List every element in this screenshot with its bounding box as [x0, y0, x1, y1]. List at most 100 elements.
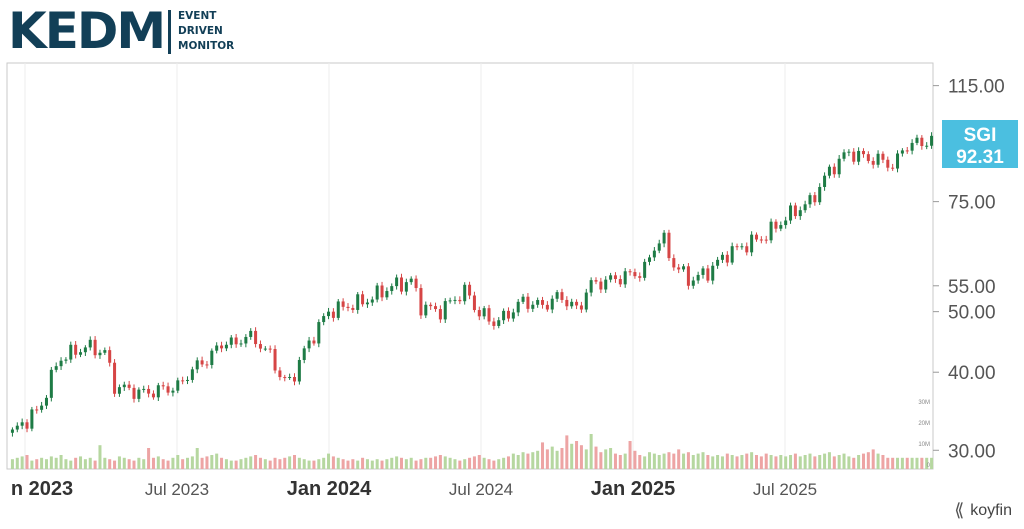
volume-bar: [789, 455, 793, 469]
candle-body: [667, 232, 671, 259]
candle-body: [900, 150, 904, 154]
volume-axis: 30M 20M 10M 0: [918, 400, 930, 469]
candle-body: [774, 221, 778, 229]
volume-bar: [15, 457, 19, 469]
candle-body: [54, 366, 58, 370]
candle-body: [803, 204, 807, 211]
volume-bar: [317, 459, 321, 469]
volume-bar: [613, 453, 617, 469]
y-tick-label: 75.00: [948, 193, 996, 214]
candle-body: [127, 384, 131, 388]
volume-bar: [579, 445, 583, 469]
volume-bar: [691, 455, 695, 469]
volume-bar: [215, 453, 219, 469]
candle-body: [531, 304, 535, 309]
volume-bar: [44, 459, 48, 469]
candle-body: [88, 339, 92, 348]
candle-body: [103, 350, 107, 353]
volume-bar: [424, 457, 428, 469]
candle-body: [44, 397, 48, 406]
volume-bar: [132, 460, 136, 469]
volume-bar: [113, 460, 117, 469]
candle-body: [730, 246, 734, 263]
volume-bar: [652, 453, 656, 469]
candle-body: [575, 301, 579, 306]
candle-body: [754, 234, 759, 240]
candle-body: [541, 300, 545, 305]
candle-body: [609, 275, 613, 280]
candle-body: [117, 387, 121, 394]
candle-body: [647, 257, 652, 262]
volume-bar: [604, 449, 608, 469]
candle-body: [288, 376, 292, 378]
volume-bar: [516, 455, 520, 469]
candle-body: [166, 386, 170, 393]
candle-body: [720, 254, 724, 260]
candle-body: [49, 369, 53, 398]
candle-body: [463, 284, 467, 302]
y-tick-label: 115.00: [948, 77, 1005, 98]
volume-bar: [774, 456, 778, 469]
volume-bar: [672, 453, 676, 469]
volume-bar: [720, 456, 724, 469]
volume-bar: [361, 457, 365, 469]
volume-bar: [920, 457, 924, 469]
candle-body: [905, 150, 909, 152]
candle-body: [190, 369, 194, 380]
volume-bar: [404, 459, 408, 469]
candle-body: [857, 150, 861, 162]
y-tick-label: 40.00: [948, 363, 996, 384]
volume-bar: [331, 456, 335, 469]
volume-bar: [122, 457, 126, 469]
candle-body: [925, 145, 929, 147]
volume-bar: [861, 453, 865, 469]
x-tick-label: Jul 2023: [145, 480, 209, 499]
candle-body: [750, 234, 754, 253]
y-tick-label: 50.00: [948, 303, 996, 324]
volume-bar: [657, 455, 661, 469]
volume-bar: [764, 453, 768, 469]
candle-body: [419, 288, 423, 316]
volume-bar: [827, 452, 831, 469]
candle-body: [331, 311, 335, 318]
candle-body: [662, 232, 666, 244]
candle-body: [399, 277, 403, 292]
volume-bar: [823, 453, 827, 469]
candle-body: [185, 379, 190, 381]
volume-bar: [487, 459, 491, 469]
volume-bar: [429, 457, 433, 469]
volume-bar: [798, 456, 802, 469]
volume-tick-label: 0: [927, 463, 931, 469]
volume-bar: [127, 459, 131, 469]
price-axis: 115.00 75.00 55.00 50.00 40.00 30.00: [933, 77, 1005, 462]
volume-bar: [288, 456, 292, 469]
volume-bar: [234, 460, 238, 469]
candle-body: [472, 295, 476, 311]
volume-bar: [910, 457, 914, 469]
candle-body: [273, 349, 277, 371]
candle-body: [891, 167, 895, 169]
volume-bar: [302, 459, 306, 469]
candle-body: [555, 292, 559, 299]
candle-body: [823, 175, 827, 187]
volume-bar: [341, 459, 345, 469]
volume-bar: [623, 453, 627, 469]
volume-bar: [448, 457, 452, 469]
volume-bar: [263, 459, 267, 469]
candle-body: [438, 309, 442, 320]
candle-body: [701, 268, 705, 275]
volume-bar: [808, 453, 812, 469]
candle-body: [672, 258, 676, 268]
volume-bar: [643, 456, 647, 469]
last-price-badge: [942, 120, 1018, 168]
candle-body: [725, 254, 729, 263]
volume-bar: [117, 456, 121, 469]
candle-body: [691, 280, 695, 286]
volume-bar: [594, 446, 598, 469]
volume-bar: [565, 435, 569, 469]
last-price-value: 92.31: [956, 147, 1004, 168]
volume-bar: [292, 455, 297, 469]
candle-body: [468, 284, 472, 296]
candle-body: [550, 298, 554, 310]
